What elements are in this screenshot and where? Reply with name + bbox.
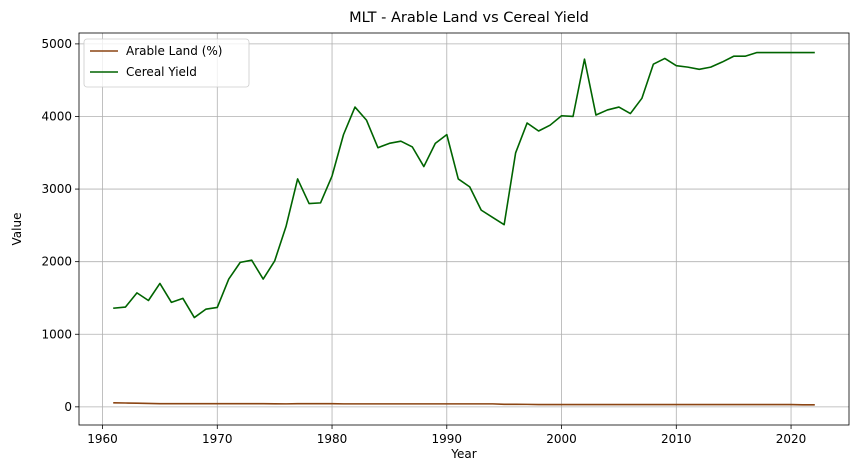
y-tick-label: 3000 <box>41 182 72 196</box>
chart-title: MLT - Arable Land vs Cereal Yield <box>349 10 589 26</box>
y-tick-label: 4000 <box>41 109 72 123</box>
legend: Arable Land (%) Cereal Yield <box>84 39 249 87</box>
x-tick-label: 2020 <box>776 432 807 446</box>
x-tick-label: 2010 <box>661 432 692 446</box>
x-tick-label: 2000 <box>546 432 577 446</box>
y-tick-label: 5000 <box>41 37 72 51</box>
legend-label: Cereal Yield <box>126 65 197 79</box>
x-tick-label: 1980 <box>317 432 348 446</box>
x-axis-label: Year <box>450 447 476 461</box>
y-tick-label: 0 <box>64 400 72 414</box>
y-tick-label: 2000 <box>41 255 72 269</box>
y-axis-label: Value <box>10 213 24 246</box>
legend-label: Arable Land (%) <box>126 44 223 58</box>
x-tick-label: 1960 <box>87 432 118 446</box>
x-tick-label: 1990 <box>432 432 463 446</box>
y-tick-label: 1000 <box>41 327 72 341</box>
x-tick-label: 1970 <box>202 432 233 446</box>
